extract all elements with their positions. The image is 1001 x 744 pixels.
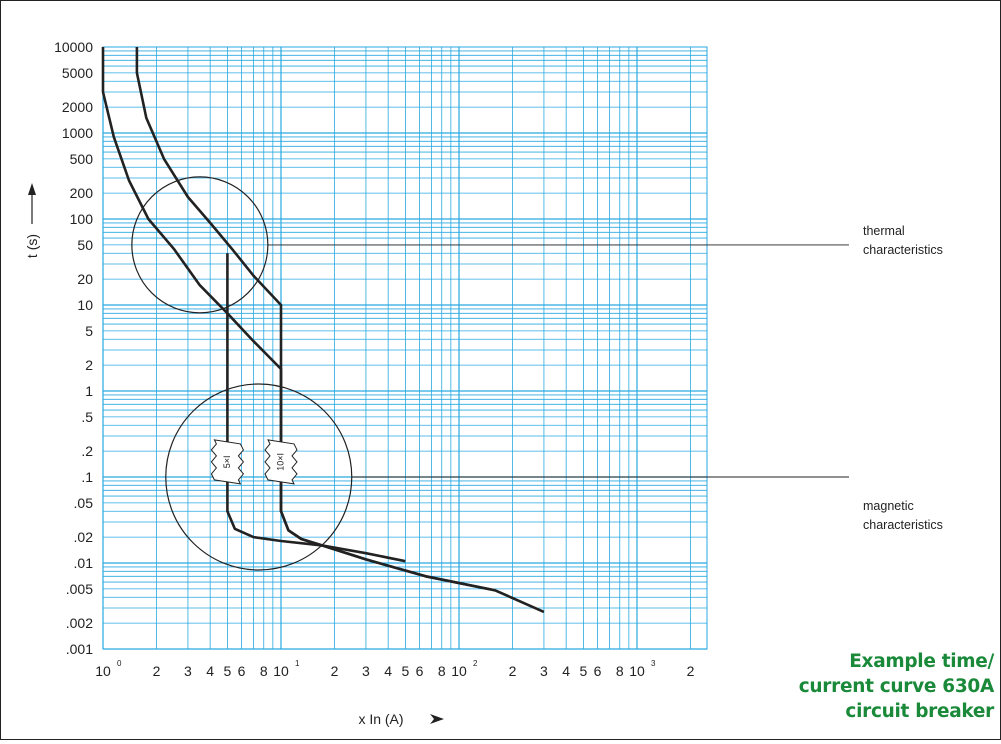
y-tick-label: .5 bbox=[81, 409, 93, 425]
x-tick-label: 6 bbox=[238, 663, 246, 679]
x-tick-exponent: 3 bbox=[651, 659, 656, 668]
y-axis-label: t (s) bbox=[24, 234, 40, 258]
caption-line-3: circuit breaker bbox=[845, 701, 994, 722]
x-tick-label: 10 bbox=[95, 663, 111, 679]
x-tick-exponent: 0 bbox=[117, 659, 122, 668]
annotations: thermal characteristics magnetic characteri… bbox=[131, 176, 943, 571]
caption-line-1: Example time/ bbox=[849, 651, 994, 672]
x-tick-label: 5 bbox=[224, 663, 232, 679]
x-tick-label: 5 bbox=[580, 663, 588, 679]
x-tick-label: 8 bbox=[616, 663, 624, 679]
x-tick-label: 4 bbox=[562, 663, 570, 679]
curve-line-3 bbox=[226, 253, 406, 563]
y-tick-label: .005 bbox=[66, 581, 93, 597]
annotation-label: characteristics bbox=[863, 243, 943, 257]
curve-line-2 bbox=[135, 47, 545, 614]
x-tick-label: 8 bbox=[438, 663, 446, 679]
x-axis-arrow-head bbox=[430, 714, 444, 724]
annotation-label: thermal bbox=[863, 224, 905, 238]
x-tick-label: 3 bbox=[362, 663, 370, 679]
x-tick-labels: 10 0 2 3 4 5 6 8 10 1 2 3 4 5 6 8 10 2 2 3 4 5 6 8 10 3 2 bbox=[95, 659, 694, 679]
y-tick-label: 200 bbox=[70, 185, 94, 201]
x-tick-exponent: 2 bbox=[473, 659, 478, 668]
y-tick-label: .02 bbox=[74, 529, 94, 545]
y-tick-label: 1 bbox=[85, 383, 93, 399]
x-tick-label: 10 bbox=[451, 663, 467, 679]
y-tick-label: .001 bbox=[66, 641, 93, 657]
y-tick-label: 100 bbox=[70, 211, 94, 227]
x-tick-label: 3 bbox=[184, 663, 192, 679]
current-marker-tag bbox=[264, 439, 298, 485]
current-marker-label: 10×I bbox=[275, 453, 285, 471]
current-marker-tag bbox=[210, 439, 245, 485]
curves: 5×I 10×I bbox=[101, 47, 545, 614]
y-tick-label: 1000 bbox=[62, 125, 93, 141]
annotation-label: magnetic bbox=[863, 499, 914, 513]
annotation-label: characteristics bbox=[863, 518, 943, 532]
x-tick-label: 2 bbox=[509, 663, 517, 679]
x-tick-label: 3 bbox=[540, 663, 548, 679]
y-tick-label: 10000 bbox=[54, 39, 93, 55]
x-tick-label: 6 bbox=[416, 663, 424, 679]
y-tick-label: 10 bbox=[77, 297, 93, 313]
x-tick-label: 10 bbox=[273, 663, 289, 679]
x-tick-label: 10 bbox=[629, 663, 645, 679]
y-tick-label: 500 bbox=[70, 151, 94, 167]
x-tick-exponent: 1 bbox=[295, 659, 300, 668]
y-tick-label: .002 bbox=[66, 615, 93, 631]
x-tick-label: 8 bbox=[260, 663, 268, 679]
y-tick-label: 5000 bbox=[62, 65, 93, 81]
y-tick-label: 50 bbox=[77, 237, 93, 253]
figure-caption: Example time/ current curve 630A circuit… bbox=[774, 649, 995, 724]
y-tick-labels: 10000 5000 2000 1000 500 200 100 50 20 10 5 2 1 .5 .2.… bbox=[54, 39, 93, 657]
y-axis-arrow-head bbox=[28, 183, 36, 195]
caption-line-2: current curve 630A bbox=[798, 676, 995, 697]
x-axis-label: x In (A) bbox=[358, 711, 403, 727]
y-tick-label: .2 bbox=[81, 443, 93, 459]
x-tick-label: 6 bbox=[594, 663, 602, 679]
x-tick-label: 4 bbox=[206, 663, 214, 679]
y-tick-label: .01 bbox=[74, 555, 94, 571]
x-tick-label: 4 bbox=[384, 663, 392, 679]
y-tick-label: 2000 bbox=[62, 99, 93, 115]
x-tick-label: 2 bbox=[331, 663, 339, 679]
current-marker-label: 5×I bbox=[222, 455, 232, 468]
y-tick-label: 5 bbox=[85, 323, 93, 339]
x-tick-label: 5 bbox=[402, 663, 410, 679]
y-tick-label: .05 bbox=[74, 495, 94, 511]
y-tick-label: .1 bbox=[81, 469, 93, 485]
grid bbox=[102, 46, 708, 650]
axis-labels: t (s) x In (A) bbox=[24, 183, 444, 727]
y-tick-label: 2 bbox=[85, 357, 93, 373]
y-tick-label: 20 bbox=[77, 271, 93, 287]
x-tick-label: 2 bbox=[687, 663, 695, 679]
x-tick-label: 2 bbox=[153, 663, 161, 679]
